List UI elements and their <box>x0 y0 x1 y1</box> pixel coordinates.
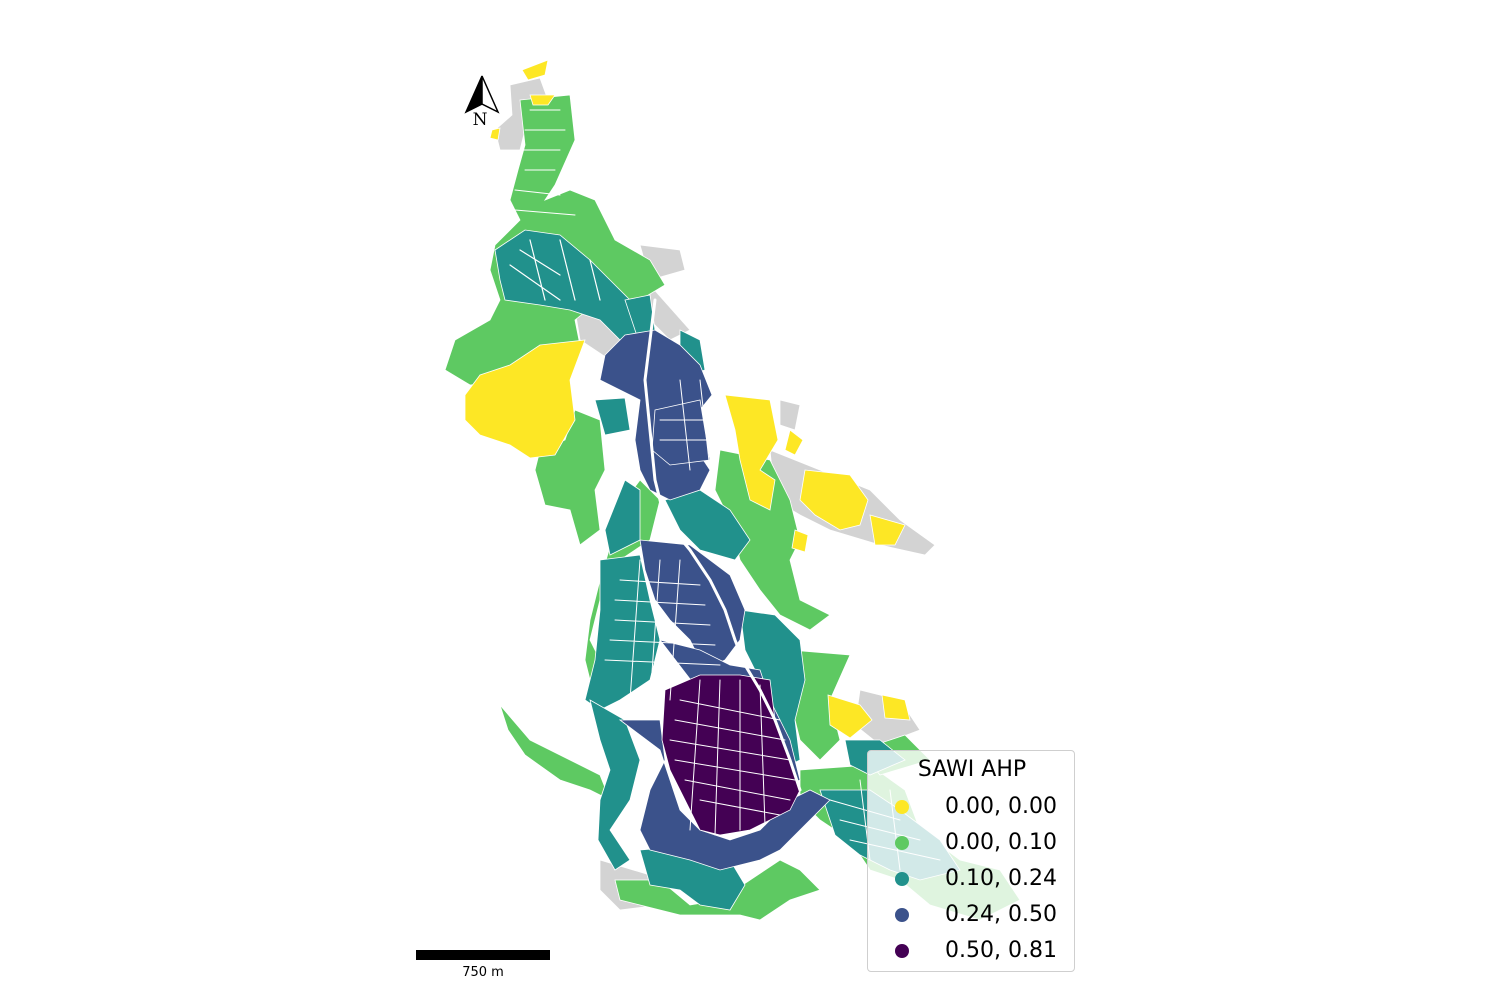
legend-marker-icon <box>895 800 909 814</box>
district-polygon <box>784 429 804 456</box>
legend-item: 0.00, 0.00 <box>868 793 1076 829</box>
legend-label: 0.00, 0.10 <box>945 830 1057 855</box>
legend-item: 0.24, 0.50 <box>868 901 1076 937</box>
legend-item: 0.00, 0.10 <box>868 829 1076 865</box>
legend-item: 0.50, 0.81 <box>868 937 1076 973</box>
district-polygon <box>664 489 751 561</box>
district-polygon <box>489 127 501 141</box>
district-polygon <box>584 554 661 711</box>
legend-marker-icon <box>895 944 909 958</box>
north-label: N <box>472 110 488 130</box>
legend-item: 0.10, 0.24 <box>868 865 1076 901</box>
district-polygon <box>464 339 586 459</box>
legend-marker-icon <box>895 836 909 850</box>
scale-label: 750 m <box>462 965 504 980</box>
district-polygon <box>618 719 831 871</box>
district-polygon <box>521 59 549 81</box>
district-polygon <box>779 399 801 431</box>
district-polygon <box>651 399 711 466</box>
district-polygon <box>529 94 556 106</box>
district-polygons <box>444 59 1021 921</box>
north-arrow-icon <box>464 75 500 114</box>
legend-items: 0.00, 0.00 0.00, 0.10 0.10, 0.24 0.24, 0.50… <box>868 793 1076 973</box>
legend: SAWI AHP 0.00, 0.00 0.00, 0.10 0.10, 0.24 0… <box>867 750 1075 972</box>
legend-label: 0.10, 0.24 <box>945 866 1057 891</box>
legend-title: SAWI AHP <box>917 757 1027 782</box>
legend-label: 0.24, 0.50 <box>945 902 1057 927</box>
district-polygon <box>799 469 869 531</box>
legend-marker-icon <box>895 908 909 922</box>
legend-label: 0.00, 0.00 <box>945 794 1057 819</box>
district-polygon <box>589 699 641 871</box>
district-polygon <box>604 479 641 556</box>
district-polygon <box>881 694 911 721</box>
district-polygon <box>869 514 906 546</box>
district-polygon <box>827 694 873 739</box>
district-polygon <box>791 529 809 553</box>
legend-marker-icon <box>895 872 909 886</box>
legend-label: 0.50, 0.81 <box>945 938 1057 963</box>
district-polygon <box>724 394 779 511</box>
scale-bar <box>416 950 550 960</box>
district-polygon <box>499 704 611 801</box>
district-polygon <box>594 397 631 436</box>
